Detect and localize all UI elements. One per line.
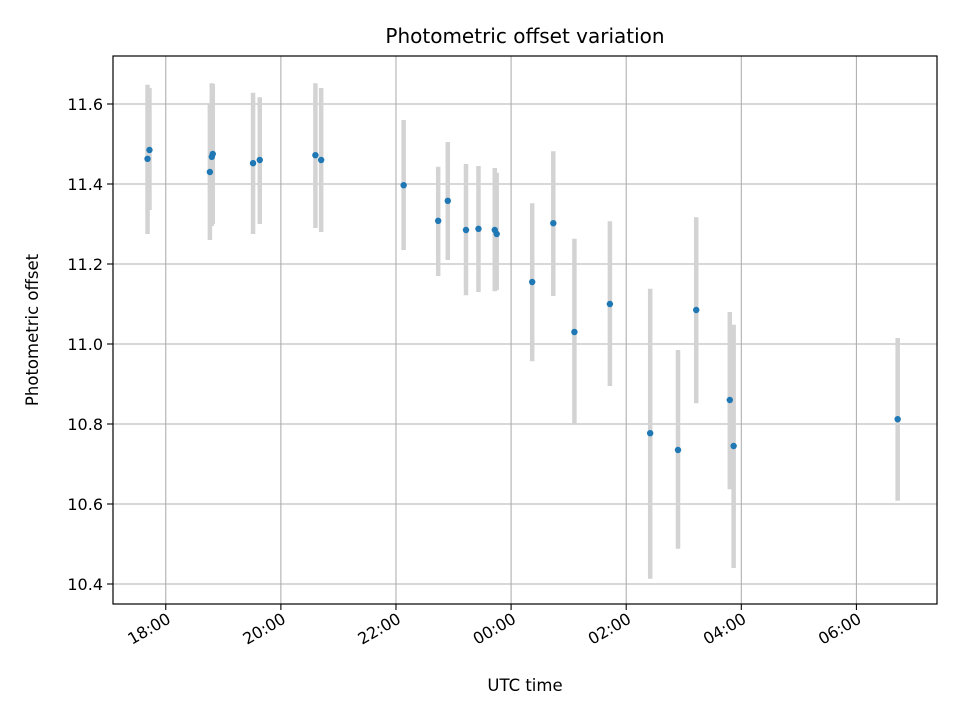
data-point xyxy=(606,300,614,308)
data-point xyxy=(493,230,500,238)
data-point xyxy=(146,146,153,154)
data-point xyxy=(317,156,325,164)
data-point xyxy=(571,328,578,336)
data-point xyxy=(444,197,451,204)
data-point xyxy=(434,217,442,224)
data-point xyxy=(693,306,700,314)
data-point xyxy=(256,156,263,164)
data-point xyxy=(674,446,682,454)
data-point xyxy=(646,430,654,437)
data-point xyxy=(144,155,151,162)
data-point xyxy=(462,226,470,234)
chart-title: Photometric offset variation xyxy=(385,24,664,48)
data-point xyxy=(249,160,257,167)
y-tick-label: 11.2 xyxy=(67,255,103,274)
y-tick-label: 10.8 xyxy=(67,415,103,434)
data-point xyxy=(730,442,737,450)
data-point xyxy=(550,220,557,227)
y-tick-label: 10.4 xyxy=(67,575,103,594)
plot-frame xyxy=(112,55,938,605)
y-tick-label: 10.6 xyxy=(67,495,103,514)
data-point xyxy=(209,150,216,158)
data-points xyxy=(144,146,901,454)
y-tick-label: 11.6 xyxy=(67,95,103,114)
data-point xyxy=(528,278,536,286)
data-point xyxy=(894,416,901,423)
y-tick-label: 11.4 xyxy=(67,175,103,194)
data-point xyxy=(475,225,482,232)
data-point xyxy=(726,396,734,404)
x-axis-label: UTC time xyxy=(487,676,562,695)
y-tick-label: 11.0 xyxy=(67,335,103,354)
data-point xyxy=(400,182,407,189)
grid-lines xyxy=(113,56,937,604)
data-point xyxy=(312,152,319,159)
data-point xyxy=(206,168,214,176)
y-axis-label: Photometric offset xyxy=(23,253,42,406)
